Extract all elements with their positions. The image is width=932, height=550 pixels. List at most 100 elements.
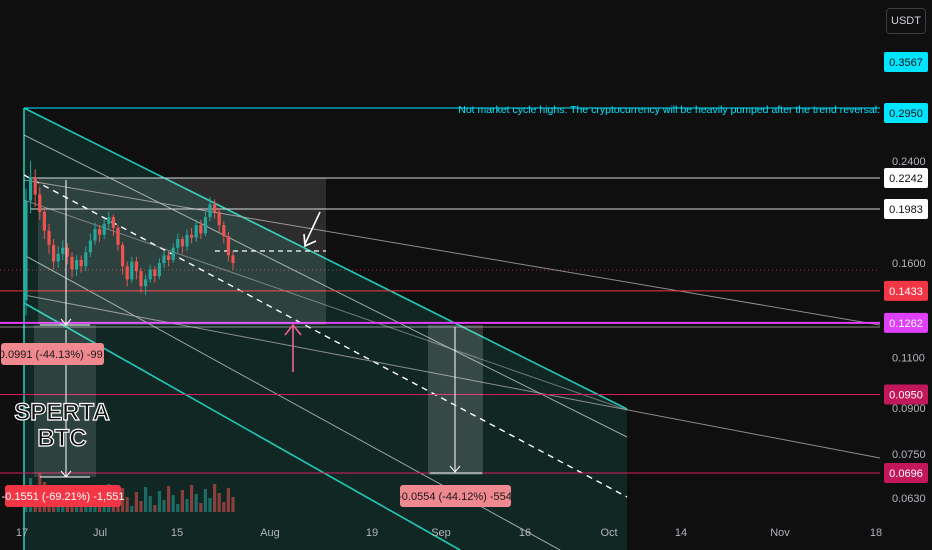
candle-body-9 [65,247,69,257]
y-tick-label-5: 0.0630 [892,493,926,505]
volume-bar-15 [93,503,97,512]
candle-body-36 [190,234,194,238]
price-badge-text-4: 0.1433 [889,286,923,298]
volume-bar-44 [226,488,230,512]
measure-label-3-text: -0.0554 (-44.12%) -554 [398,491,512,503]
candle-body-35 [185,234,189,247]
measure-arrow-3-head [449,465,461,473]
candle-body-25 [139,271,143,287]
price-badge-6 [884,384,928,405]
y-tick-label-0: 0.2400 [892,156,926,168]
volume-bar-23 [130,506,134,512]
volume-bar-34 [180,490,184,512]
price-badge-2 [884,168,928,188]
price-badge-text-7: 0.0696 [889,468,923,480]
y-tick-label-1: 0.1600 [892,258,926,270]
candle-body-2 [33,177,37,195]
volume-bar-43 [222,502,226,512]
price-badge-4 [884,280,928,301]
candle-body-23 [130,261,134,280]
candle-body-13 [84,252,88,267]
price-axis[interactable]: 0.2400 0.1600 0.1100 0.0900 0.0750 0.0630 0.35… [884,52,928,505]
x-tick-label-8: 14 [675,527,687,539]
candle-body-19 [111,217,115,228]
candle-body-7 [56,253,60,262]
candle-body-1 [29,177,33,201]
measure-label-2: -0.1551 (-69.21%) -1,551 [2,485,124,507]
price-badge-3 [884,198,928,219]
candle-body-29 [157,263,161,277]
price-badge-1 [884,103,928,123]
candle-body-11 [75,259,79,270]
candle-body-20 [116,227,120,245]
pointer-arrow-shaft [304,211,321,245]
price-badge-text-3: 0.1983 [889,204,923,216]
pink-arrow-head [284,323,302,336]
candle-body-44 [226,236,230,256]
candle-body-22 [125,266,129,280]
channel-midline [23,174,628,498]
candle-body-31 [167,255,171,260]
volume-bar-37 [194,494,198,512]
measure-label-3: -0.0554 (-44.12%) -554 [398,485,512,507]
price-badge-text-1: 0.2950 [889,108,923,120]
volume-bar-42 [217,493,221,512]
channel-top-line [23,107,628,410]
candle-body-39 [203,217,207,234]
candle-body-8 [61,247,65,254]
candle-body-26 [144,279,148,287]
candle-body-17 [102,223,106,235]
time-axis[interactable]: 17 Jul 15 Aug 19 Sep 16 Oct 14 Nov 18 [16,527,882,539]
candle-body-24 [134,261,138,272]
volume-bar-25 [139,501,143,512]
volume-bar-32 [171,495,175,512]
candle-body-45 [231,255,235,264]
candle-body-6 [52,244,56,262]
volume-bar-21 [121,488,125,512]
candle-body-27 [148,269,152,280]
x-tick-label-10: 18 [870,527,882,539]
volume-bar-28 [153,505,157,512]
candle-body-37 [194,225,198,238]
candle-body-30 [162,255,166,264]
currency-button[interactable]: USDT [886,8,926,34]
volume-bar-38 [199,503,203,512]
x-tick-label-6: 16 [519,527,531,539]
volume-bar-31 [167,486,171,512]
x-tick-label-9: Nov [770,527,790,539]
y-tick-label-4: 0.0750 [892,449,926,461]
price-badge-text-0: 0.3567 [889,57,923,69]
x-tick-label-3: Aug [260,527,280,539]
candle-body-18 [107,217,111,224]
volume-bar-36 [190,485,194,512]
candle-body-5 [47,230,51,245]
candle-body-34 [180,239,184,247]
candle-body-32 [171,247,175,260]
volume-bar-26 [144,487,148,512]
price-badge-text-6: 0.0950 [889,390,923,402]
volume-bar-27 [148,496,152,512]
measure-label-1-text: -0.0991 (-44.13%) -991 [0,349,109,361]
trendline-3 [23,199,628,411]
candle-body-43 [222,225,226,237]
x-tick-label-7: Oct [600,527,617,539]
price-badge-0 [884,52,928,72]
watermark-line2: BTC [37,425,86,452]
volume-bar-29 [157,491,161,512]
candle-body-33 [176,239,180,248]
candle-body-10 [70,256,74,270]
candle-body-0 [24,200,28,301]
price-badge-text-5: 0.1262 [889,318,923,330]
volume-bar-10 [70,504,74,512]
volume-bar-39 [203,489,207,512]
y-tick-label-2: 0.1100 [892,353,925,365]
candle-body-42 [217,211,221,226]
pointer-arrow-head [303,233,317,248]
x-tick-label-4: 19 [366,527,378,539]
watermark-line1: SPERTA [14,399,110,426]
volume-bar-22 [125,497,129,512]
volume-bar-33 [176,504,180,512]
measure-label-1: -0.0991 (-44.13%) -991 [0,343,109,365]
volume-bar-35 [185,499,189,512]
